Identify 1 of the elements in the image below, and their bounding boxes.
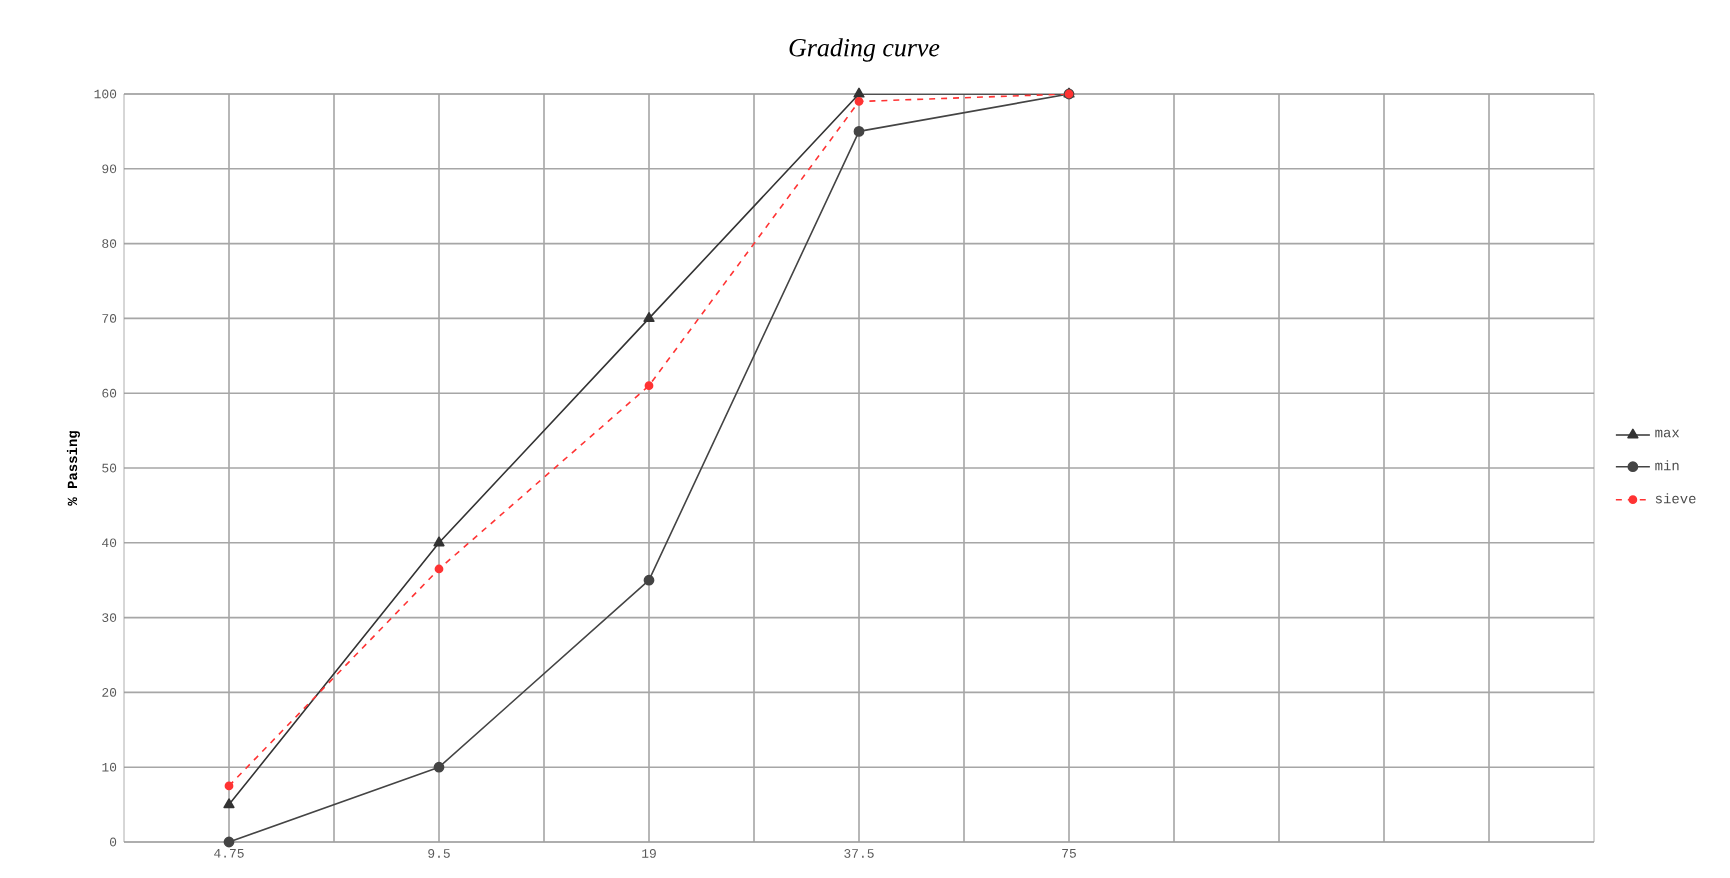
chart-title: Grading curve (789, 38, 940, 62)
